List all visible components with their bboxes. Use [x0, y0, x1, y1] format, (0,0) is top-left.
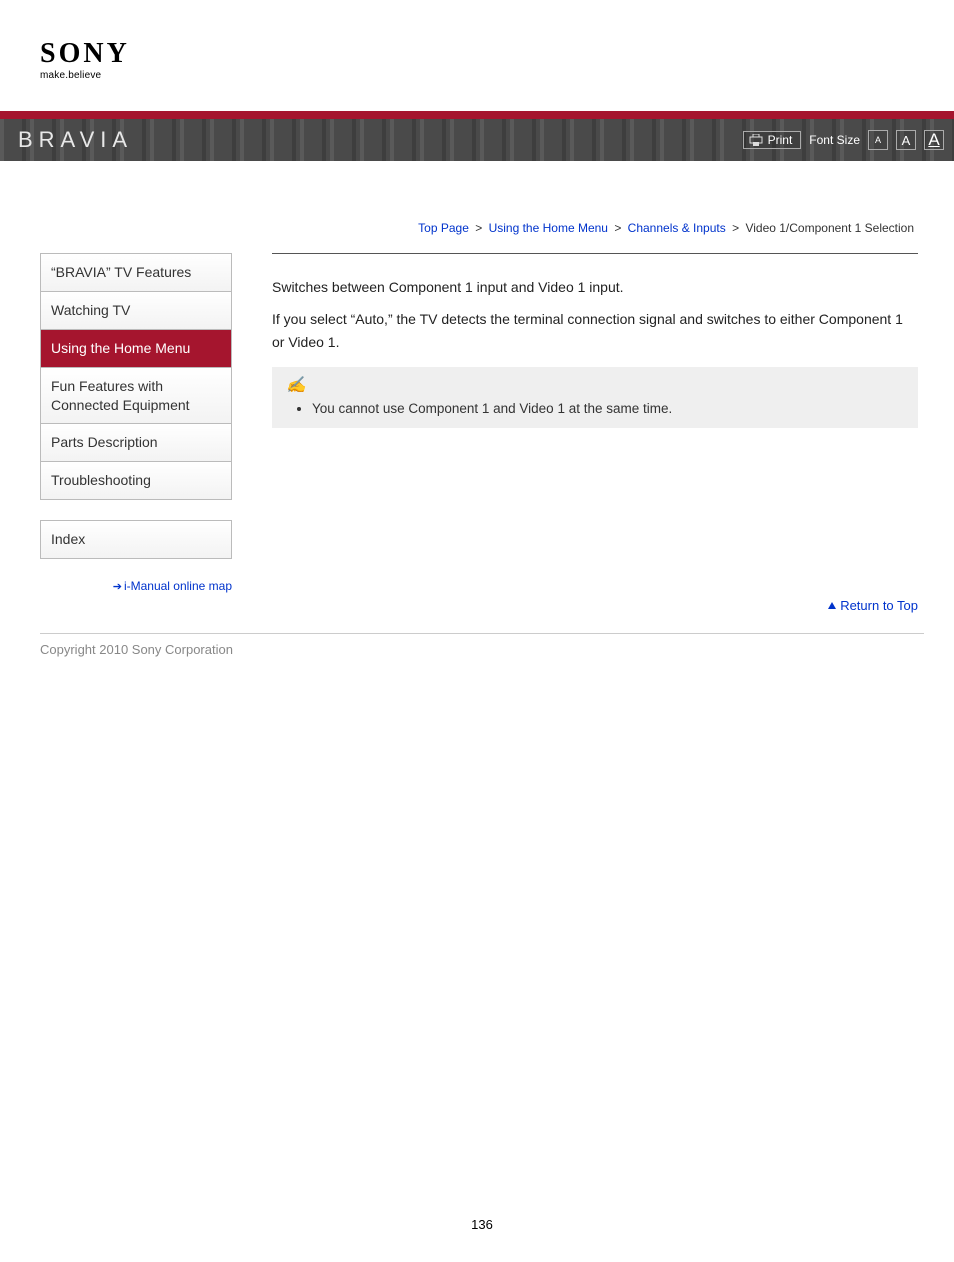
- print-icon: [749, 134, 763, 146]
- sidebar-item-index[interactable]: Index: [41, 521, 231, 559]
- manual-map-link-row: ➔i-Manual online map: [40, 579, 232, 593]
- sidebar-index-group: Index: [40, 520, 232, 559]
- brand-header: SONY make.believe: [40, 40, 924, 81]
- sony-logo: SONY: [40, 40, 924, 68]
- breadcrumb-sep: >: [614, 221, 621, 235]
- footer-rule: [40, 633, 924, 634]
- font-size-label: Font Size: [809, 133, 860, 147]
- page-number: 136: [40, 1217, 924, 1262]
- sidebar-main-group: “BRAVIA” TV Features Watching TV Using t…: [40, 253, 232, 500]
- print-label: Print: [768, 133, 793, 147]
- sidebar-item-fun-features[interactable]: Fun Features with Connected Equipment: [41, 368, 231, 425]
- breadcrumb-current: Video 1/Component 1 Selection: [745, 221, 914, 235]
- breadcrumb-sep: >: [732, 221, 739, 235]
- breadcrumb-sep: >: [475, 221, 482, 235]
- sidebar-item-home-menu[interactable]: Using the Home Menu: [41, 330, 231, 368]
- sidebar: “BRAVIA” TV Features Watching TV Using t…: [40, 253, 232, 613]
- content-paragraph: If you select “Auto,” the TV detects the…: [272, 308, 918, 353]
- font-size-large-button[interactable]: A: [924, 130, 944, 150]
- manual-map-link[interactable]: i-Manual online map: [124, 579, 232, 593]
- note-icon: ✍: [286, 377, 306, 394]
- return-to-top-row: Return to Top: [272, 598, 918, 613]
- sidebar-item-troubleshooting[interactable]: Troubleshooting: [41, 462, 231, 500]
- content-paragraph: Switches between Component 1 input and V…: [272, 276, 918, 298]
- sidebar-item-parts[interactable]: Parts Description: [41, 424, 231, 462]
- print-button[interactable]: Print: [743, 131, 802, 149]
- copyright: Copyright 2010 Sony Corporation: [40, 642, 924, 657]
- note-box: ✍ You cannot use Component 1 and Video 1…: [272, 367, 918, 428]
- brand-tagline: make.believe: [40, 70, 924, 81]
- bravia-logo: BRAVIA: [18, 127, 133, 153]
- triangle-up-icon: [828, 602, 836, 609]
- product-banner: BRAVIA Print Font Size A A A: [0, 119, 954, 161]
- font-size-medium-button[interactable]: A: [896, 130, 916, 150]
- breadcrumb-link[interactable]: Channels & Inputs: [628, 221, 726, 235]
- accent-bar: [0, 111, 954, 119]
- font-size-small-button[interactable]: A: [868, 130, 888, 150]
- sidebar-item-bravia-features[interactable]: “BRAVIA” TV Features: [41, 254, 231, 292]
- breadcrumb-link[interactable]: Using the Home Menu: [489, 221, 608, 235]
- content-rule: [272, 253, 918, 254]
- sidebar-item-watching-tv[interactable]: Watching TV: [41, 292, 231, 330]
- arrow-right-icon: ➔: [113, 581, 122, 593]
- breadcrumb-link[interactable]: Top Page: [418, 221, 469, 235]
- breadcrumb: Top Page > Using the Home Menu > Channel…: [40, 201, 924, 245]
- return-to-top-link[interactable]: Return to Top: [840, 598, 918, 613]
- note-item: You cannot use Component 1 and Video 1 a…: [312, 401, 904, 416]
- main-content: Switches between Component 1 input and V…: [272, 253, 924, 613]
